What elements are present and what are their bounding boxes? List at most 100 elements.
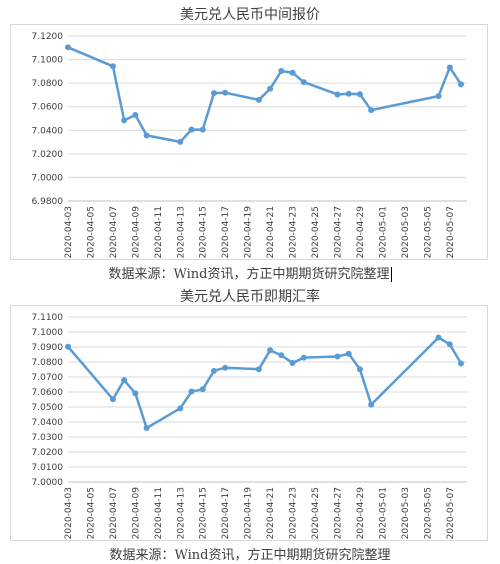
- x-tick-label: 2020-04-21: [266, 206, 276, 258]
- x-tick-label: 2020-04-19: [244, 206, 254, 259]
- x-tick-label: 2020-05-03: [401, 206, 411, 258]
- y-tick-label: 7.0400: [32, 126, 64, 136]
- x-tick-label: 2020-05-07: [446, 206, 456, 258]
- data-point: [222, 89, 229, 96]
- y-tick-label: 7.0200: [32, 150, 64, 160]
- x-tick-label: 2020-05-01: [378, 206, 388, 258]
- x-tick-label: 2020-04-03: [64, 206, 74, 258]
- x-tick-label: 2020-05-05: [423, 206, 433, 258]
- data-point: [210, 367, 217, 374]
- data-point: [188, 126, 195, 133]
- data-point: [177, 405, 184, 412]
- data-point: [222, 364, 229, 371]
- data-point: [356, 91, 363, 98]
- data-point: [199, 386, 206, 393]
- chart-2-source: 数据来源：Wind资讯，方正中期期货研究院整理: [109, 548, 391, 563]
- x-tick-label: 2020-04-15: [199, 487, 209, 539]
- y-tick-label: 7.0300: [32, 433, 64, 443]
- chart-2-frame: [10, 305, 488, 541]
- data-point: [300, 79, 307, 86]
- x-tick-label: 2020-04-21: [266, 487, 276, 539]
- y-tick-label: 7.0600: [32, 103, 64, 113]
- data-point: [199, 126, 206, 133]
- text-cursor: [390, 267, 392, 282]
- x-tick-label: 2020-04-23: [289, 206, 299, 258]
- x-tick-label: 2020-04-05: [86, 487, 96, 539]
- data-point: [289, 69, 296, 76]
- data-point: [65, 343, 71, 350]
- x-tick-label: 2020-04-13: [176, 206, 186, 258]
- x-tick-label: 2020-04-29: [356, 206, 366, 259]
- data-point: [210, 90, 217, 97]
- y-tick-label: 7.0800: [32, 79, 64, 89]
- chart-1-title: 美元兑人民币中间报价: [180, 7, 320, 23]
- x-tick-label: 2020-05-07: [446, 487, 456, 539]
- x-tick-label: 2020-04-23: [289, 487, 299, 539]
- x-tick-label: 2020-04-07: [109, 487, 119, 539]
- chart-1-frame: [10, 24, 488, 260]
- y-tick-label: 7.0900: [32, 343, 64, 353]
- y-tick-label: 7.0500: [32, 403, 64, 413]
- chart-1-plot: 7.1200 7.1000 7.0800 7.0600 7.0400 7.0200 7.00…: [32, 32, 467, 259]
- x-tick-label: 2020-04-09: [131, 487, 141, 540]
- chart-1-source: 数据来源：Wind资讯，方正中期期货研究院整理: [108, 267, 392, 282]
- data-point: [109, 63, 116, 70]
- x-tick-label: 2020-04-09: [131, 206, 141, 259]
- y-tick-label: 7.0000: [32, 478, 64, 488]
- data-point: [300, 354, 307, 361]
- data-point: [446, 341, 453, 348]
- data-point: [345, 350, 352, 357]
- y-tick-label: 7.1000: [32, 328, 64, 338]
- x-tick-label: 2020-05-01: [378, 487, 388, 539]
- data-point: [278, 352, 285, 359]
- data-point: [334, 91, 341, 98]
- data-point: [435, 334, 442, 341]
- x-tick-label: 2020-04-03: [64, 487, 74, 539]
- data-point: [435, 93, 442, 100]
- data-point: [345, 90, 352, 97]
- x-tick-label: 2020-04-11: [154, 206, 164, 258]
- x-tick-label: 2020-04-29: [356, 487, 366, 540]
- y-tick-label: 7.0200: [32, 448, 64, 458]
- y-tick-label: 7.0000: [32, 173, 64, 183]
- x-tick-label: 2020-04-25: [311, 487, 321, 539]
- data-point: [109, 396, 116, 403]
- data-point: [177, 138, 184, 145]
- data-point: [121, 117, 128, 124]
- x-tick-label: 2020-04-27: [333, 206, 343, 258]
- data-point: [368, 401, 375, 408]
- x-tick-label: 2020-04-17: [221, 487, 231, 539]
- x-tick-label: 2020-04-17: [221, 206, 231, 258]
- data-point: [458, 360, 464, 367]
- data-point: [188, 388, 195, 395]
- data-point: [267, 347, 274, 354]
- data-point: [143, 132, 150, 139]
- y-tick-label: 7.0700: [32, 373, 64, 383]
- chart-2-title: 美元兑人民币即期汇率: [180, 289, 320, 305]
- x-tick-label: 2020-04-25: [311, 206, 321, 258]
- series-line: [67, 336, 463, 430]
- y-tick-label: 7.1200: [32, 32, 64, 42]
- y-tick-label: 7.0600: [32, 388, 64, 398]
- chart-2-plot: 7.1100 7.1000 7.0900 7.0800 7.0700 7.0600 7.05…: [32, 313, 467, 540]
- x-tick-label: 2020-05-05: [423, 487, 433, 539]
- x-tick-label: 2020-04-05: [86, 206, 96, 258]
- data-point: [334, 353, 341, 360]
- y-tick-label: 7.0100: [32, 463, 64, 473]
- data-point: [132, 111, 139, 118]
- y-tick-label: 7.1000: [32, 56, 64, 66]
- data-point: [132, 390, 139, 397]
- x-tick-label: 2020-04-11: [154, 487, 164, 539]
- y-tick-label: 7.0800: [32, 358, 64, 368]
- data-point: [255, 96, 262, 103]
- data-point: [356, 366, 363, 373]
- y-tick-label: 6.9800: [32, 197, 64, 207]
- y-tick-label: 7.1100: [32, 313, 64, 323]
- data-point: [255, 366, 262, 373]
- x-tick-label: 2020-04-27: [333, 487, 343, 539]
- data-point: [143, 425, 150, 431]
- data-point: [289, 360, 296, 367]
- x-tick-label: 2020-04-13: [176, 487, 186, 539]
- data-point: [458, 81, 464, 88]
- x-tick-label: 2020-04-19: [244, 487, 254, 540]
